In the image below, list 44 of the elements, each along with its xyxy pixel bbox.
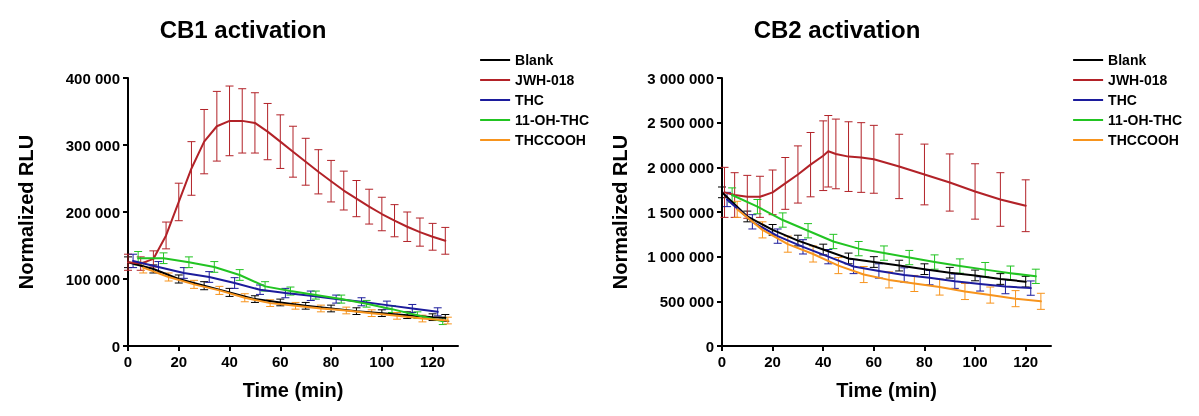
y-tick-label: 2 000 000	[647, 158, 714, 176]
x-tick-label: 100	[369, 353, 395, 370]
legend-label: THC	[515, 92, 544, 108]
y-tick-label: 0	[705, 337, 714, 355]
x-tick-label: 120	[420, 353, 446, 370]
legend-label: 11-OH-THC	[515, 112, 590, 128]
y-tick-label: 1 500 000	[647, 203, 714, 221]
y-axis-title: Normalized RLU	[15, 134, 37, 290]
legend-label: Blank	[1108, 52, 1147, 68]
y-tick-label: 300 000	[65, 136, 120, 154]
x-tick-label: 60	[865, 353, 883, 370]
legend-label: JWH-018	[515, 72, 575, 88]
y-tick-label: 0	[111, 337, 120, 355]
y-tick-label: 200 000	[65, 203, 120, 221]
x-axis-title: Time (min)	[836, 379, 937, 401]
legend-label: Blank	[515, 52, 554, 68]
legend-label: 11-OH-THC	[1108, 112, 1183, 128]
y-tick-label: 500 000	[659, 292, 714, 310]
legend-label: THC	[1108, 92, 1137, 108]
legend-label: THCCOOH	[515, 132, 586, 148]
line-series	[132, 259, 439, 313]
y-tick-label: 100 000	[65, 270, 120, 288]
x-tick-label: 120	[1013, 353, 1039, 370]
y-tick-label: 1 000 000	[647, 248, 714, 266]
x-tick-label: 0	[717, 353, 727, 370]
y-tick-label: 400 000	[65, 69, 120, 87]
x-tick-label: 0	[123, 353, 133, 370]
y-tick-label: 3 000 000	[647, 69, 714, 87]
x-tick-label: 80	[322, 353, 340, 370]
y-tick-label: 2 500 000	[647, 114, 714, 132]
x-tick-label: 60	[271, 353, 289, 370]
x-tick-label: 20	[170, 353, 188, 370]
x-tick-label: 40	[221, 353, 238, 370]
x-tick-label: 100	[962, 353, 988, 370]
legend-label: THCCOOH	[1108, 132, 1179, 148]
x-tick-label: 40	[814, 353, 832, 370]
x-axis-title: Time (min)	[242, 379, 344, 401]
y-axis-title: Normalized RLU	[609, 134, 631, 290]
chart-title: CB1 activation	[159, 15, 327, 43]
line-series	[142, 266, 449, 322]
x-tick-label: 80	[916, 353, 933, 370]
chart-title: CB2 activation	[753, 15, 921, 43]
legend-label: JWH-018	[1108, 72, 1168, 88]
x-tick-label: 20	[764, 353, 781, 370]
